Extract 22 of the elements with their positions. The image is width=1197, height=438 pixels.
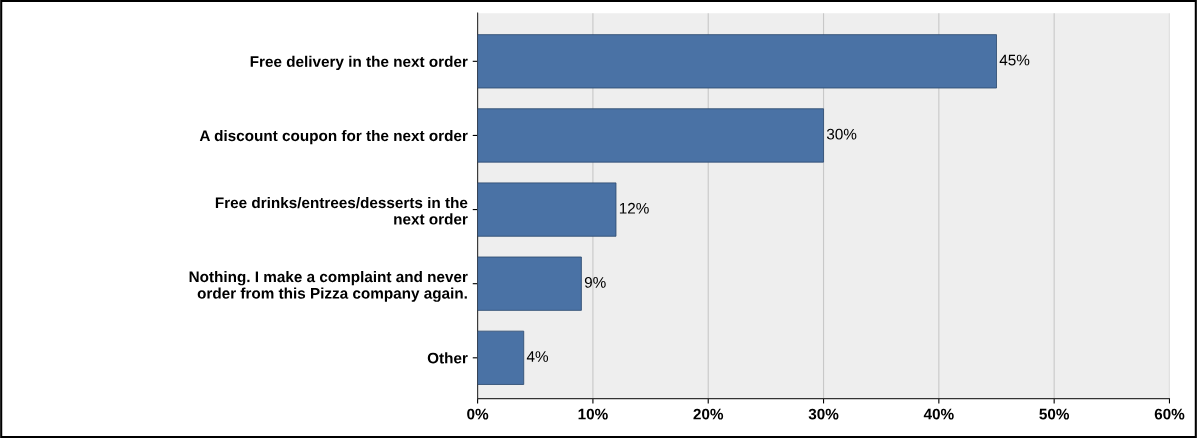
data-label: 30% <box>826 128 857 140</box>
x-tick-label: 20% <box>693 408 724 420</box>
y-tick-label: Other <box>427 352 468 364</box>
data-label: 9% <box>584 276 606 288</box>
data-label: 4% <box>526 351 549 362</box>
x-tick-label: 40% <box>923 408 954 420</box>
x-tick-label: 50% <box>1039 408 1070 420</box>
data-label: 45% <box>999 54 1030 66</box>
bar <box>477 330 525 385</box>
y-tick-label: Nothing. I make a complaint and never order from this Pizza company again. <box>189 271 468 302</box>
x-tick-label: 30% <box>808 408 839 420</box>
bar <box>477 108 824 163</box>
bar <box>477 256 582 311</box>
bar <box>477 34 997 89</box>
y-tick-label: A discount coupon for the next order <box>199 129 468 145</box>
x-tick-label: 0% <box>467 408 489 420</box>
x-tick-label: 60% <box>1154 408 1185 420</box>
data-label: 12% <box>619 202 649 214</box>
y-tick-label: Free delivery in the next order <box>250 55 468 71</box>
x-tick-label: 10% <box>578 408 608 420</box>
bar <box>477 182 617 237</box>
y-tick-label: Free drinks/entrees/desserts in the next order <box>215 196 468 225</box>
